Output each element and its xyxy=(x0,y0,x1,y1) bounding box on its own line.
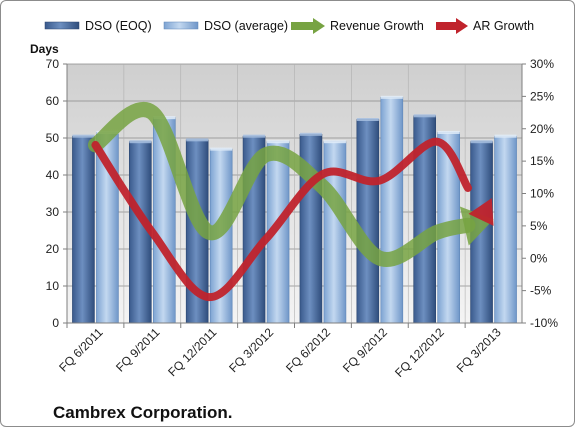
legend-arrow-revenue-growth xyxy=(291,18,325,34)
arrowhead-ar-growth xyxy=(468,198,494,226)
y-axis-title: Days xyxy=(30,42,59,56)
y-tick-label-6: 60 xyxy=(46,94,60,108)
y-tick-label-0: 0 xyxy=(52,316,59,330)
y-tick-label-7: 70 xyxy=(46,57,60,71)
y2-tick-label-0: -10% xyxy=(530,316,558,330)
x-tick-label-7: FQ 3/2013 xyxy=(454,325,504,375)
legend-label-dso-eoq: DSO (EOQ) xyxy=(85,19,152,33)
x-tick-label-0: FQ 6/2011 xyxy=(56,325,106,375)
y-tick-label-5: 50 xyxy=(46,131,60,145)
bar-cap-dso-eoq-4 xyxy=(299,132,322,136)
bar-dso-eoq-5 xyxy=(356,119,380,324)
x-tick-label-5: FQ 9/2012 xyxy=(340,325,390,375)
y2-tick-label-6: 20% xyxy=(530,122,554,136)
bar-cap-dso-average-5 xyxy=(380,95,403,99)
bar-cap-dso-eoq-5 xyxy=(356,118,379,121)
x-tick-label-3: FQ 3/2012 xyxy=(226,325,276,375)
legend-item-dso-eoq: DSO (EOQ) xyxy=(44,19,152,33)
y2-tick-label-5: 15% xyxy=(530,154,554,168)
legend-label-ar-growth: AR Growth xyxy=(473,19,534,33)
bar-cap-dso-eoq-3 xyxy=(243,134,266,138)
bar-cap-dso-average-3 xyxy=(267,140,290,144)
bar-cap-dso-average-4 xyxy=(323,140,346,144)
x-tick-label-2: FQ 12/2011 xyxy=(165,325,219,379)
legend-swatch-dso-average xyxy=(163,21,199,30)
y2-tick-label-7: 25% xyxy=(530,89,554,103)
bar-cap-dso-eoq-2 xyxy=(186,138,209,142)
bar-dso-average-7 xyxy=(494,135,517,324)
company-name: Cambrex Corporation. xyxy=(53,403,232,422)
y-tick-label-1: 10 xyxy=(46,279,60,293)
legend-item-revenue-growth: Revenue Growth xyxy=(291,18,424,34)
legend-item-ar-growth: AR Growth xyxy=(436,18,534,34)
y-tick-label-2: 20 xyxy=(46,242,60,256)
chart-legend: DSO (EOQ) DSO (average) Revenue Growth A… xyxy=(44,18,534,34)
y-axis-ticks: 0 10 20 30 40 50 60 70 xyxy=(46,57,67,330)
bar-cap-dso-eoq-6 xyxy=(413,114,436,118)
line-revenue-growth xyxy=(87,102,476,267)
y2-tick-label-3: 5% xyxy=(530,219,548,233)
bar-dso-average-5 xyxy=(380,97,404,324)
y-tick-label-4: 40 xyxy=(46,168,60,182)
bar-cap-dso-average-6 xyxy=(437,130,460,134)
bar-cap-dso-eoq-0 xyxy=(72,134,95,138)
x-tick-label-1: FQ 9/2011 xyxy=(113,325,163,375)
y2-tick-label-2: 0% xyxy=(530,251,548,265)
legend-label-dso-average: DSO (average) xyxy=(204,19,288,33)
line-series xyxy=(87,102,494,302)
y2-tick-label-4: 10% xyxy=(530,187,554,201)
legend-swatch-dso-eoq xyxy=(44,21,80,30)
x-axis-ticks: FQ 6/2011 FQ 9/2011 FQ 12/2011 FQ 3/2012 FQ … xyxy=(56,323,504,380)
line-ar-growth xyxy=(91,137,472,302)
legend-label-revenue-growth: Revenue Growth xyxy=(330,19,424,33)
y2-axis-ticks: -10% -5% 0% 5% 10% 15% 20% 25% 30% xyxy=(522,57,558,330)
plot-area xyxy=(66,63,523,324)
y2-tick-label-8: 30% xyxy=(530,57,554,71)
y-tick-label-3: 30 xyxy=(46,205,60,219)
bar-dso-eoq-0 xyxy=(72,135,95,324)
x-tick-label-6: FQ 12/2012 xyxy=(392,325,447,380)
bar-cap-dso-eoq-1 xyxy=(129,140,152,144)
x-tick-label-4: FQ 6/2012 xyxy=(283,325,333,375)
y2-tick-label-1: -5% xyxy=(530,284,552,298)
bar-cap-dso-average-7 xyxy=(494,134,517,138)
legend-arrow-ar-growth xyxy=(436,18,468,34)
legend-item-dso-average: DSO (average) xyxy=(163,19,288,33)
bar-cap-dso-average-2 xyxy=(210,147,233,151)
bar-cap-dso-eoq-7 xyxy=(470,140,493,144)
